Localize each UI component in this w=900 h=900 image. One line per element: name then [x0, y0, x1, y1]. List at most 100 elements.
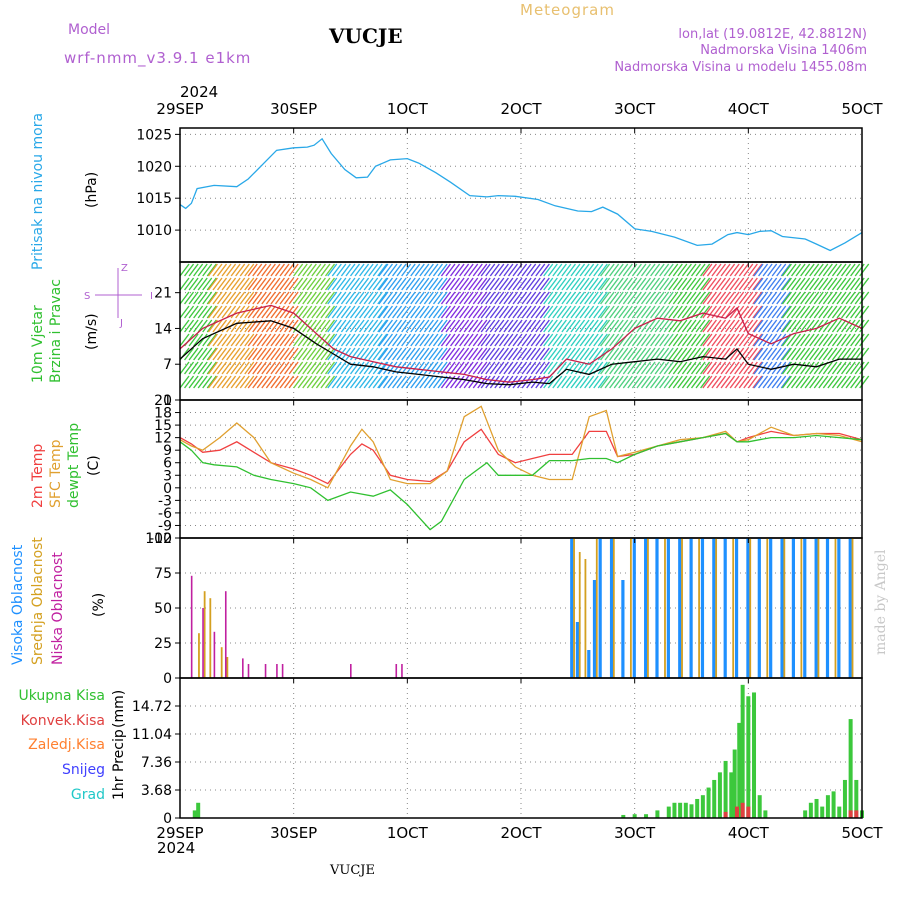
wind-arrow	[654, 347, 665, 361]
wind-arrow	[306, 263, 317, 277]
wind-arrow	[212, 305, 223, 319]
x-tick-top: 29SEP	[156, 100, 203, 118]
wind-arrow	[831, 277, 843, 291]
wind-arrow	[574, 375, 586, 389]
wind-arrow	[535, 333, 546, 347]
wind-arrow	[690, 291, 702, 305]
wind-arrow	[790, 333, 802, 347]
wind-arrow	[822, 263, 833, 277]
wind-arrow	[359, 319, 370, 333]
wind-arrow	[256, 319, 267, 333]
wind-arrow	[681, 333, 692, 347]
wind-arrow	[216, 319, 228, 333]
wind-arrow	[368, 263, 379, 277]
wind-arrow	[618, 319, 629, 333]
wind-arrow	[459, 375, 470, 389]
wind-arrow	[584, 333, 595, 347]
wind-arrow	[776, 347, 787, 361]
wind-arrow	[631, 305, 642, 319]
wind-arrow	[556, 333, 567, 347]
y-tick-label: 11.04	[132, 727, 172, 743]
wind-arrow	[324, 305, 336, 319]
wind-arrow	[734, 361, 745, 375]
wind-arrow	[813, 305, 824, 319]
pressure-label: Pritisak na nivou mora	[30, 113, 46, 270]
year-top: 2024	[180, 83, 218, 101]
wind-arrow	[809, 291, 820, 305]
wind-arrow	[517, 361, 528, 375]
wind-arrow	[256, 347, 267, 361]
wind-arrow	[747, 277, 758, 291]
wind-arrow	[530, 277, 541, 291]
wind-arrow	[315, 305, 326, 319]
wind-arrow	[512, 305, 523, 319]
wind-arrow	[324, 263, 336, 277]
cloud-bar-high	[587, 650, 591, 678]
wind-arrow	[221, 361, 232, 375]
wind-arrow	[804, 347, 815, 361]
y-tick-label: 0	[163, 393, 172, 409]
wind-arrow	[609, 333, 620, 347]
wind-arrow	[503, 277, 514, 291]
wind-arrow	[459, 291, 470, 305]
wind-arrow	[786, 375, 797, 389]
wind-arrow	[387, 305, 398, 319]
wind-arrow	[221, 375, 232, 389]
wind-arrow	[663, 277, 674, 291]
wind-arrow	[265, 375, 276, 389]
wind-arrow	[302, 305, 313, 319]
wind-arrow	[813, 277, 824, 291]
y-tick-label: 15	[154, 418, 172, 434]
wind-arrow	[854, 277, 865, 291]
wind-arrow	[414, 263, 425, 277]
wind-arrow	[700, 375, 711, 389]
wind-arrow	[747, 375, 758, 389]
precip-bar-conv	[848, 810, 853, 818]
wind-arrow	[822, 305, 833, 319]
wind-arrow	[391, 305, 403, 319]
wind-arrow	[261, 361, 272, 375]
wind-arrow	[244, 263, 255, 277]
wind-arrow	[526, 333, 537, 347]
wind-arrow	[758, 319, 769, 333]
wind-arrow	[850, 277, 861, 291]
wind-arrow	[377, 347, 388, 361]
wind-arrow	[378, 291, 389, 305]
wind-arrow	[672, 347, 683, 361]
cloud-bar-mid	[817, 538, 820, 678]
wind-arrow	[363, 319, 374, 333]
wind-arrow	[650, 319, 661, 333]
wind-arrow	[758, 347, 769, 361]
wind-arrow	[715, 333, 727, 347]
wind-arrow	[459, 347, 470, 361]
wind-arrow	[781, 347, 792, 361]
wind-arrow	[212, 347, 223, 361]
wind-arrow	[818, 375, 829, 389]
wind-arrow	[827, 319, 838, 333]
wind-arrow	[320, 347, 331, 361]
wind-arrow	[405, 347, 416, 361]
wind-arrow	[771, 263, 782, 277]
wind-arrow	[570, 319, 581, 333]
wind-arrow	[631, 347, 642, 361]
wind-arrow	[391, 375, 403, 389]
wind-arrow	[480, 263, 491, 277]
wind-arrow	[401, 319, 412, 333]
cloud-bar-low	[213, 631, 216, 678]
wind-arrow	[391, 347, 403, 361]
wind-arrow	[762, 375, 773, 389]
wind-arrow	[597, 375, 608, 389]
wind-arrow	[197, 375, 208, 389]
wind-arrow	[729, 305, 740, 319]
wind-arrow	[279, 263, 290, 277]
wind-arrow	[331, 263, 342, 277]
wind-arrow	[743, 333, 754, 347]
wind-arrow	[547, 277, 558, 291]
wind-arrow	[419, 319, 430, 333]
cloud-bar-high	[609, 538, 614, 678]
wind-arrow	[463, 361, 474, 375]
wind-arrow	[405, 263, 416, 277]
precip-bar-total	[820, 806, 825, 818]
precip-bar-total	[803, 810, 808, 818]
wind-arrow	[206, 319, 217, 333]
